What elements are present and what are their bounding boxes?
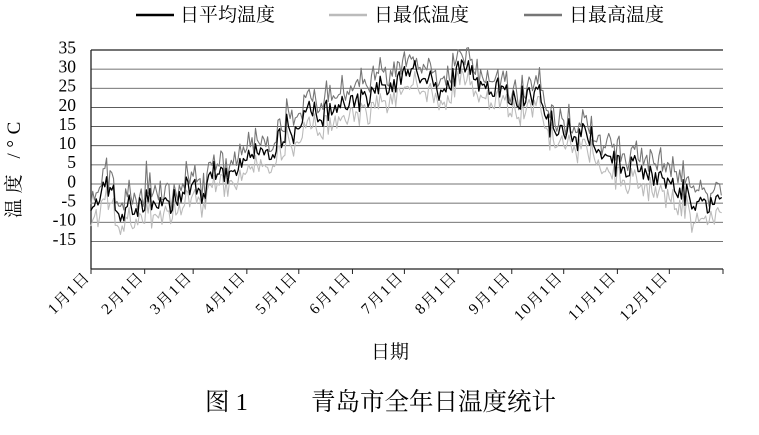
- svg-text:-15: -15: [53, 229, 77, 249]
- svg-text:30: 30: [59, 57, 77, 77]
- svg-text:5: 5: [67, 152, 76, 172]
- svg-text:0: 0: [67, 171, 76, 191]
- svg-text:温度 /°C: 温度 /°C: [3, 116, 25, 218]
- svg-text:青岛市全年日温度统计: 青岛市全年日温度统计: [311, 388, 556, 416]
- svg-text:日最高温度: 日最高温度: [569, 4, 664, 26]
- svg-text:日期: 日期: [371, 341, 409, 363]
- svg-text:日最低温度: 日最低温度: [374, 4, 469, 26]
- svg-text:20: 20: [59, 95, 77, 115]
- svg-text:10: 10: [59, 133, 77, 153]
- svg-text:-5: -5: [61, 191, 76, 211]
- svg-text:图 1: 图 1: [205, 389, 248, 416]
- svg-text:-10: -10: [53, 210, 77, 230]
- svg-text:25: 25: [59, 76, 77, 96]
- svg-text:15: 15: [59, 114, 77, 134]
- svg-text:日平均温度: 日平均温度: [180, 4, 275, 26]
- svg-text:35: 35: [59, 37, 77, 57]
